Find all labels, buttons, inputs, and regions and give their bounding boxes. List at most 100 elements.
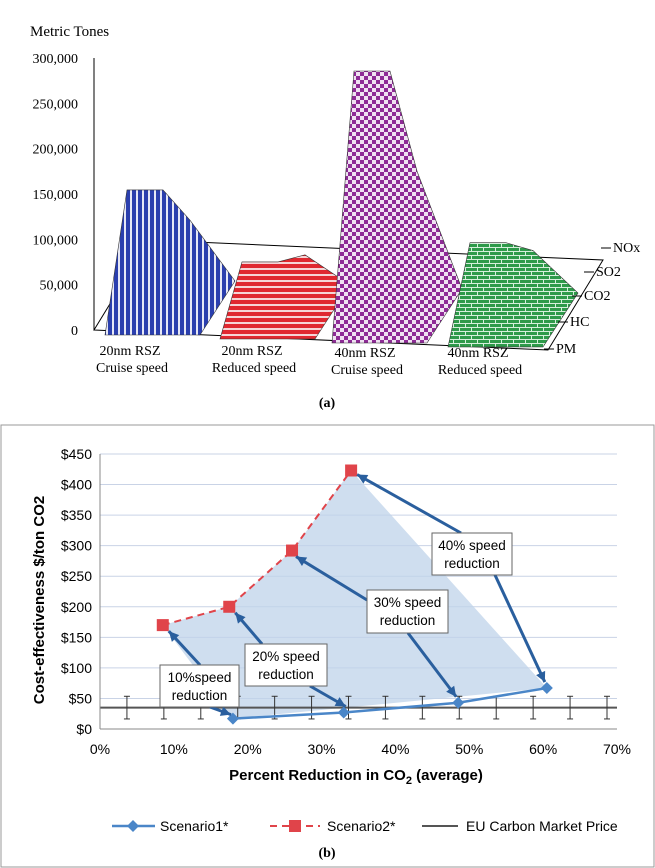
chart-b-xlabel: Percent Reduction in CO2 (average) <box>229 767 483 787</box>
depth-label: CO2 <box>584 289 610 304</box>
y-tick-label: $450 <box>61 446 92 462</box>
annotation-line: reduction <box>172 688 228 703</box>
chart-b-axes: $450 $400 $350 $300 $250 $200 $150 $100 $50 $0 0% 1… <box>61 446 631 757</box>
bar-1 <box>219 254 351 340</box>
chart-b-legend: Scenario1* Scenario2* EU Carbon Market Pri… <box>112 818 618 834</box>
x-tick-label: 0% <box>90 741 110 757</box>
depth-label: PM <box>556 342 577 357</box>
panel-b-label: (b) <box>318 846 335 861</box>
y-tick-label: $350 <box>61 507 92 523</box>
y-tick-label: 200,000 <box>33 143 79 158</box>
chart-a-depth-labels: NOx SO2 CO2 HC PM <box>544 241 640 357</box>
x-tick-label: 60% <box>529 741 557 757</box>
bar-0 <box>104 189 236 336</box>
x-category-label: 20nm RSZ Cruise speed <box>96 344 168 376</box>
annotation-box <box>244 643 328 687</box>
annotation-arrow <box>295 555 368 602</box>
annotation-text: 20% speed reduction <box>252 649 320 682</box>
depth-label: HC <box>570 315 589 330</box>
y-tick-label: $300 <box>61 538 92 554</box>
annotation-box <box>366 589 449 634</box>
x-category-line: Cruise speed <box>331 363 403 378</box>
annotation-text: 10%speed reduction <box>168 670 232 703</box>
annotation-line: 20% speed <box>252 649 320 664</box>
annotation-text: 30% speed reduction <box>374 595 442 628</box>
x-category-label: 40nm RSZ Reduced speed <box>438 346 522 378</box>
x-tick-label: 30% <box>308 741 336 757</box>
scenario2-line <box>162 469 352 627</box>
x-tick-label: 20% <box>234 741 262 757</box>
annotation-arrowhead <box>334 697 346 707</box>
scenario2-point <box>156 619 169 632</box>
y-tick-label: $100 <box>61 660 92 676</box>
legend-scenario2-label: Scenario2* <box>327 818 396 834</box>
x-category-line: Cruise speed <box>96 361 168 376</box>
x-category-line: Reduced speed <box>438 363 522 378</box>
legend-scenario1-label: Scenario1* <box>160 818 229 834</box>
x-category-line: Reduced speed <box>212 361 296 376</box>
scenario1-line <box>232 686 548 720</box>
depth-label: SO2 <box>596 265 621 280</box>
annotation-line: 40% speed <box>438 538 506 553</box>
x-category-line: 40nm RSZ <box>334 346 395 361</box>
annotation-line: reduction <box>258 667 314 682</box>
annotation-arrow <box>406 632 458 698</box>
x-category-line: 40nm RSZ <box>447 346 508 361</box>
panel-a-label: (a) <box>319 396 336 411</box>
chart-b-ylabel: Cost-effectiveness $/ton CO2 <box>31 496 48 704</box>
y-tick-label: $250 <box>61 568 92 584</box>
y-tick-label: 50,000 <box>40 279 79 294</box>
annotation-line: 30% speed <box>374 595 442 610</box>
annotation-box <box>159 664 240 708</box>
y-tick-label: 300,000 <box>33 52 79 67</box>
chart-b-xlabel-main: Percent Reduction in CO <box>229 767 406 784</box>
chart-b-border <box>0 424 655 868</box>
y-tick-label: $400 <box>61 477 92 493</box>
legend-scenario1-marker <box>127 820 139 832</box>
annotation-line: reduction <box>380 613 436 628</box>
chart-a-bars <box>104 70 579 348</box>
scenario1-point <box>452 696 465 709</box>
annotation-arrowhead <box>168 631 180 642</box>
y-tick-label: $200 <box>61 599 92 615</box>
annotation-line: 10%speed <box>168 670 232 685</box>
chart-b-xlabel-sub: 2 <box>406 775 412 787</box>
bar-3 <box>447 242 579 348</box>
y-tick-label: $50 <box>69 690 93 706</box>
y-tick-label: 250,000 <box>33 97 79 112</box>
annotation-box <box>431 532 513 576</box>
y-tick-label: $0 <box>76 721 92 737</box>
chart-b: $450 $400 $350 $300 $250 $200 $150 $100 $50 $0 0% 1… <box>0 424 655 868</box>
x-tick-label: 10% <box>160 741 188 757</box>
annotation-arrowhead <box>357 474 369 484</box>
legend-scenario2-marker <box>289 820 301 832</box>
scenario2-point <box>223 600 236 613</box>
chart-a: Metric Tones 300,000 250,000 200,000 150,00… <box>30 24 640 411</box>
annotation-arrow <box>493 574 547 683</box>
chart-a-ylabel: Metric Tones <box>30 24 109 40</box>
y-tick-label: $150 <box>61 629 92 645</box>
y-tick-label: 150,000 <box>33 188 79 203</box>
x-category-label: 40nm RSZ Cruise speed <box>331 346 403 378</box>
chart-b-series <box>100 464 617 725</box>
annotation-line: reduction <box>444 556 500 571</box>
legend-eu-label: EU Carbon Market Price <box>466 818 618 834</box>
x-tick-label: 70% <box>603 741 631 757</box>
annotation-text: 40% speed reduction <box>438 538 506 571</box>
x-category-line: 20nm RSZ <box>221 344 282 359</box>
annotation-arrowhead <box>536 670 546 683</box>
x-category-label: 20nm RSZ Reduced speed <box>212 344 296 376</box>
annotation-arrowhead <box>296 556 308 567</box>
scenario2-point <box>345 464 358 477</box>
annotation-arrowhead <box>235 612 246 624</box>
x-tick-label: 50% <box>455 741 483 757</box>
annotation-arrow <box>356 473 462 535</box>
x-category-line: 20nm RSZ <box>99 344 160 359</box>
annotation-arrowhead <box>219 706 231 716</box>
scenario1-point <box>337 706 350 719</box>
depth-label: NOx <box>613 241 640 256</box>
chart-a-x-labels: 20nm RSZ Cruise speed 20nm RSZ Reduced spee… <box>96 344 522 378</box>
y-tick-label: 0 <box>71 324 78 339</box>
